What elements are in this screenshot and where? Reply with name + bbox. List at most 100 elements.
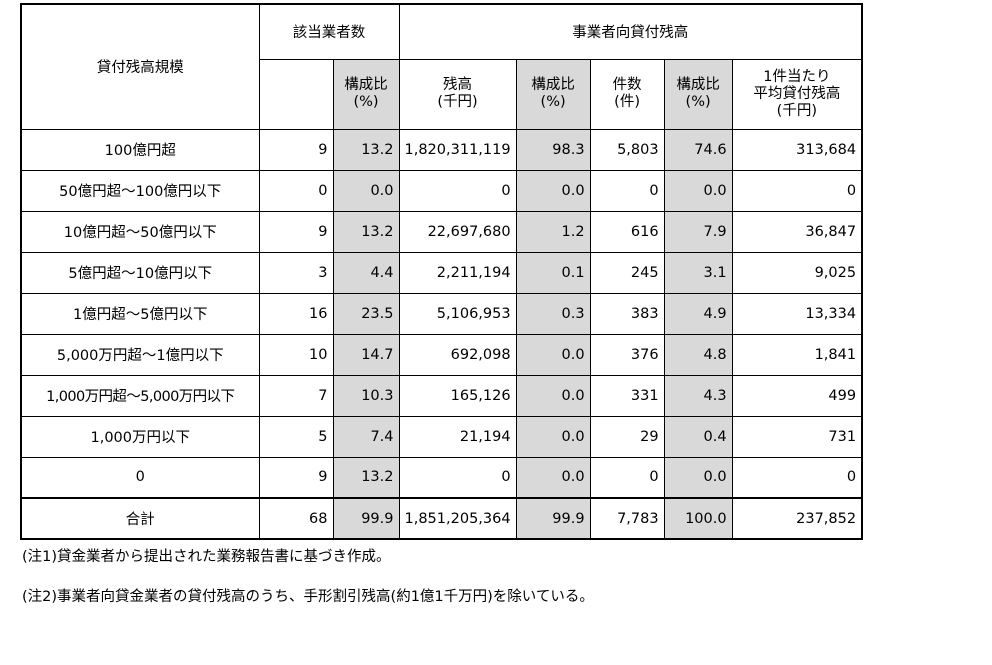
cell-balance: 5,106,953 xyxy=(398,292,517,335)
table-row: 0 9 13.2 0 0.0 0 0.0 0 xyxy=(20,456,864,499)
header-companies: 該当業者数 xyxy=(258,3,400,60)
cell-ratio-balance: 0.0 xyxy=(515,169,591,212)
cell-ratio-count-total: 100.0 xyxy=(663,497,733,540)
table-row: 1,000万円超～5,000万円以下 7 10.3 165,126 0.0 33… xyxy=(20,374,864,417)
header-average: 1件当たり 平均貸付残高 (千円) xyxy=(731,58,864,130)
cell-scale: 0 xyxy=(20,456,260,499)
header-ratio-line1: 構成比 xyxy=(344,77,388,93)
cell-count: 376 xyxy=(589,333,665,376)
header-ratio-balance: 構成比 (%) xyxy=(515,58,591,130)
cell-average-total: 237,852 xyxy=(731,497,864,540)
header-avg-line1: 1件当たり xyxy=(763,68,831,85)
cell-ratio-count: 7.9 xyxy=(663,210,733,253)
header-count: 件数 (件) xyxy=(589,58,665,130)
total-row: 合計 68 99.9 1,851,205,364 99.9 7,783 100.… xyxy=(20,497,864,540)
cell-count: 0 xyxy=(589,169,665,212)
cell-count: 245 xyxy=(589,251,665,294)
header-ratio-line2: (%) xyxy=(353,94,379,110)
cell-ratio-companies-total: 99.9 xyxy=(332,497,400,540)
cell-ratio-balance: 0.0 xyxy=(515,333,591,376)
cell-balance: 22,697,680 xyxy=(398,210,517,253)
cell-scale: 10億円超～50億円以下 xyxy=(20,210,260,253)
cell-count: 331 xyxy=(589,374,665,417)
cell-balance: 2,211,194 xyxy=(398,251,517,294)
cell-balance: 0 xyxy=(398,169,517,212)
cell-ratio-count: 0.4 xyxy=(663,415,733,458)
table-row: 5,000万円超～1億円以下 10 14.7 692,098 0.0 376 4… xyxy=(20,333,864,376)
cell-ratio-count: 0.0 xyxy=(663,456,733,499)
cell-ratio-count: 3.1 xyxy=(663,251,733,294)
cell-companies-total: 68 xyxy=(258,497,334,540)
cell-balance: 165,126 xyxy=(398,374,517,417)
cell-count: 0 xyxy=(589,456,665,499)
cell-ratio-companies: 14.7 xyxy=(332,333,400,376)
cell-average: 0 xyxy=(731,169,864,212)
cell-companies: 0 xyxy=(258,169,334,212)
header-count-line1: 件数 xyxy=(612,77,642,93)
header-business-loans: 事業者向貸付残高 xyxy=(398,3,864,60)
cell-ratio-balance: 0.0 xyxy=(515,415,591,458)
header-ratio-line1: 構成比 xyxy=(531,77,575,93)
cell-ratio-companies: 10.3 xyxy=(332,374,400,417)
table-row: 10億円超～50億円以下 9 13.2 22,697,680 1.2 616 7… xyxy=(20,210,864,253)
cell-scale: 1,000万円以下 xyxy=(20,415,260,458)
cell-ratio-companies: 7.4 xyxy=(332,415,400,458)
cell-balance: 0 xyxy=(398,456,517,499)
cell-ratio-balance: 0.0 xyxy=(515,456,591,499)
cell-count: 616 xyxy=(589,210,665,253)
cell-ratio-companies: 0.0 xyxy=(332,169,400,212)
table-row: 50億円超～100億円以下 0 0.0 0 0.0 0 0.0 0 xyxy=(20,169,864,212)
cell-ratio-balance: 0.3 xyxy=(515,292,591,335)
cell-companies: 3 xyxy=(258,251,334,294)
cell-scale: 1億円超～5億円以下 xyxy=(20,292,260,335)
cell-ratio-companies: 13.2 xyxy=(332,456,400,499)
cell-ratio-balance: 1.2 xyxy=(515,210,591,253)
table-row: 1億円超～5億円以下 16 23.5 5,106,953 0.3 383 4.9… xyxy=(20,292,864,335)
cell-ratio-balance: 0.1 xyxy=(515,251,591,294)
cell-scale: 100億円超 xyxy=(20,128,260,171)
cell-ratio-companies: 13.2 xyxy=(332,128,400,171)
cell-ratio-balance-total: 99.9 xyxy=(515,497,591,540)
note-1: (注1)貸金業者から提出された業務報告書に基づき作成。 xyxy=(22,549,391,565)
cell-average: 499 xyxy=(731,374,864,417)
header-ratio-line2: (%) xyxy=(540,94,566,110)
cell-ratio-count: 4.8 xyxy=(663,333,733,376)
header-avg-line3: (千円) xyxy=(776,102,817,119)
cell-ratio-companies: 13.2 xyxy=(332,210,400,253)
header-balance: 残高 (千円) xyxy=(398,58,517,130)
header-avg-line2: 平均貸付残高 xyxy=(753,85,841,102)
table-row: 100億円超 9 13.2 1,820,311,119 98.3 5,803 7… xyxy=(20,128,864,171)
cell-ratio-balance: 0.0 xyxy=(515,374,591,417)
cell-count: 29 xyxy=(589,415,665,458)
header-ratio-companies: 構成比 (%) xyxy=(332,58,400,130)
cell-scale: 50億円超～100億円以下 xyxy=(20,169,260,212)
table-row: 5億円超～10億円以下 3 4.4 2,211,194 0.1 245 3.1 … xyxy=(20,251,864,294)
cell-average: 313,684 xyxy=(731,128,864,171)
cell-ratio-count: 0.0 xyxy=(663,169,733,212)
cell-companies: 9 xyxy=(258,456,334,499)
cell-companies: 9 xyxy=(258,210,334,253)
cell-scale: 5,000万円超～1億円以下 xyxy=(20,333,260,376)
cell-ratio-companies: 4.4 xyxy=(332,251,400,294)
header-balance-line2: (千円) xyxy=(437,94,478,110)
cell-scale: 5億円超～10億円以下 xyxy=(20,251,260,294)
cell-average: 0 xyxy=(731,456,864,499)
cell-scale: 1,000万円超～5,000万円以下 xyxy=(20,374,260,417)
cell-companies: 16 xyxy=(258,292,334,335)
cell-ratio-count: 4.9 xyxy=(663,292,733,335)
cell-count: 383 xyxy=(589,292,665,335)
header-balance-line1: 残高 xyxy=(443,77,473,93)
cell-balance: 21,194 xyxy=(398,415,517,458)
cell-average: 9,025 xyxy=(731,251,864,294)
cell-companies: 9 xyxy=(258,128,334,171)
header-count-line2: (件) xyxy=(614,94,640,110)
header-scale: 貸付残高規模 xyxy=(20,3,260,130)
table-row: 1,000万円以下 5 7.4 21,194 0.0 29 0.4 731 xyxy=(20,415,864,458)
cell-balance: 1,820,311,119 xyxy=(398,128,517,171)
cell-companies: 10 xyxy=(258,333,334,376)
cell-ratio-companies: 23.5 xyxy=(332,292,400,335)
cell-average: 13,334 xyxy=(731,292,864,335)
cell-average: 731 xyxy=(731,415,864,458)
header-ratio-count: 構成比 (%) xyxy=(663,58,733,130)
cell-count-total: 7,783 xyxy=(589,497,665,540)
